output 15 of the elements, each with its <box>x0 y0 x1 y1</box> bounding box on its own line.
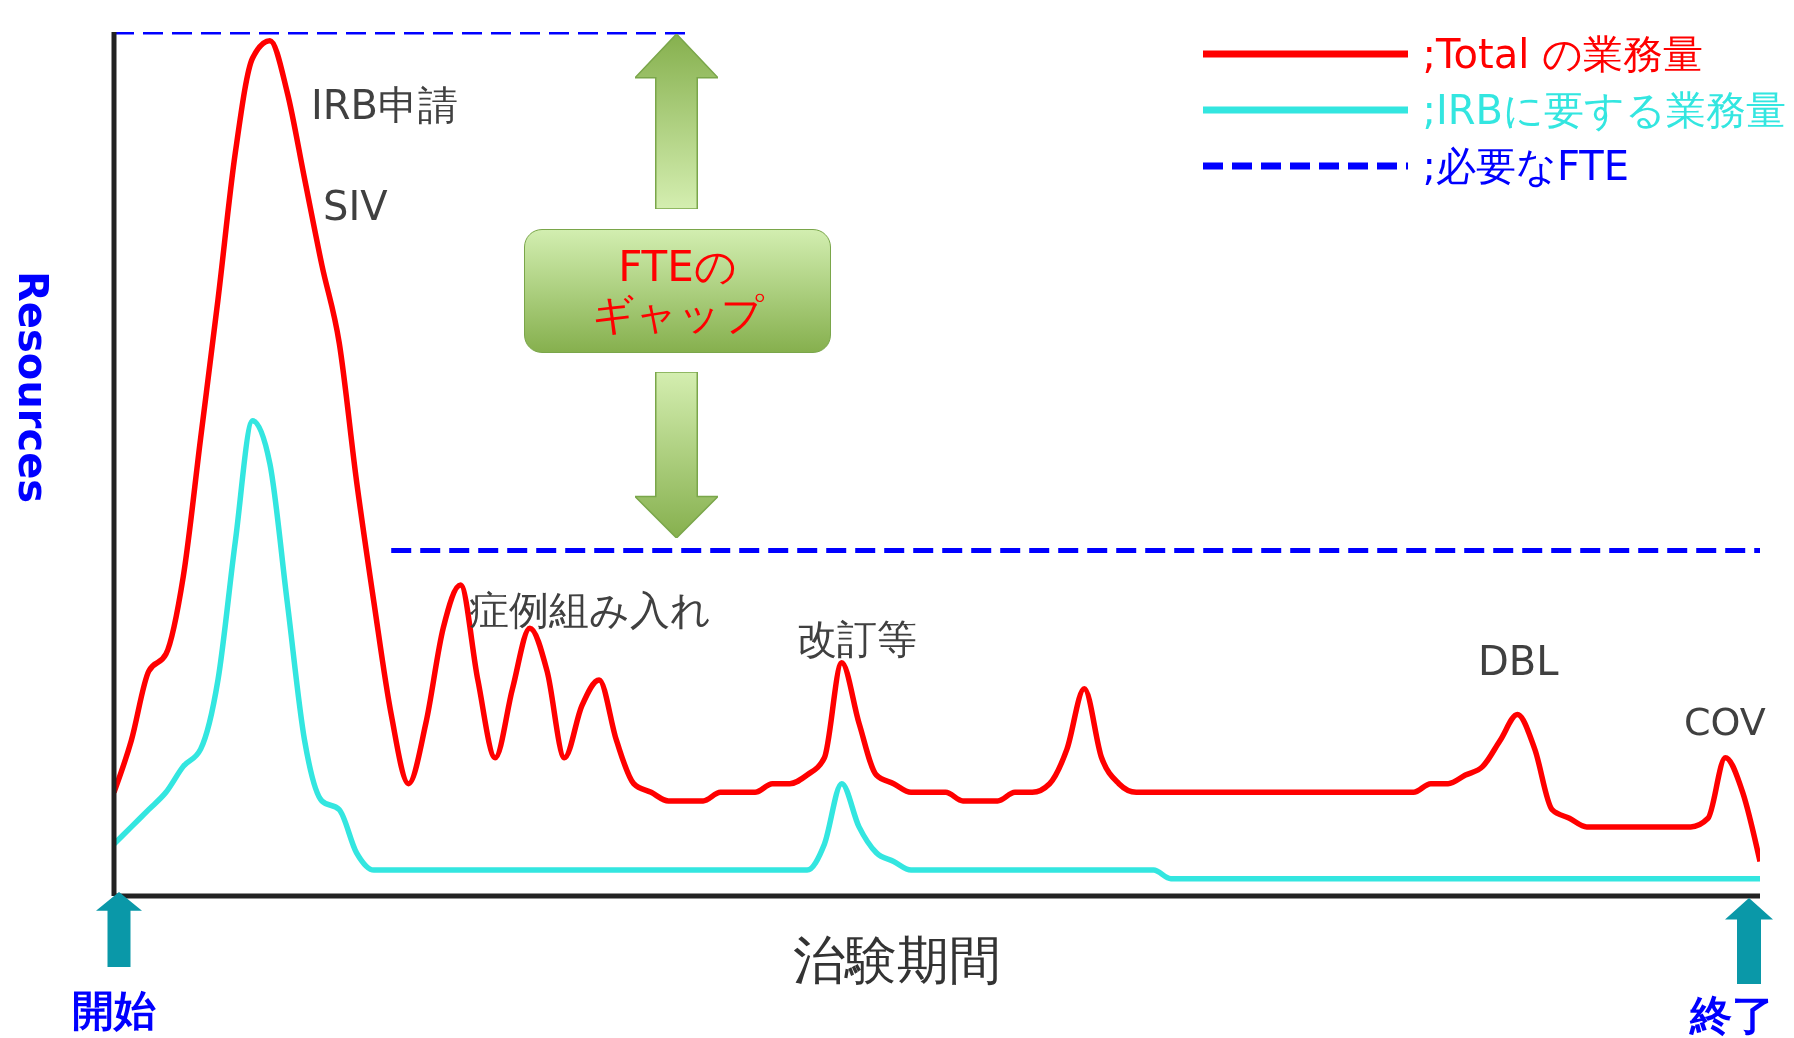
text: ;IRBに要する業務量 <box>1422 85 1786 135</box>
y-axis-title: Resources <box>10 271 56 504</box>
text: ;Total の業務量 <box>1422 29 1704 79</box>
x-axis-title: 治験期間 <box>793 930 1001 990</box>
text: 開始 <box>72 985 156 1037</box>
annotation: IRB申請 <box>311 81 459 130</box>
annotation: DBL <box>1478 638 1559 684</box>
annotation: SIV <box>323 183 388 229</box>
text: ;必要なFTE <box>1422 141 1629 191</box>
label-box: FTEのギャップ <box>524 229 831 353</box>
text: 終了 <box>1690 990 1774 1038</box>
annotation: 改訂等 <box>797 615 917 664</box>
annotation: FTEのギャップ <box>590 241 765 340</box>
annotation: COV <box>1684 700 1766 744</box>
annotation: 症例組み入れ <box>469 586 711 635</box>
